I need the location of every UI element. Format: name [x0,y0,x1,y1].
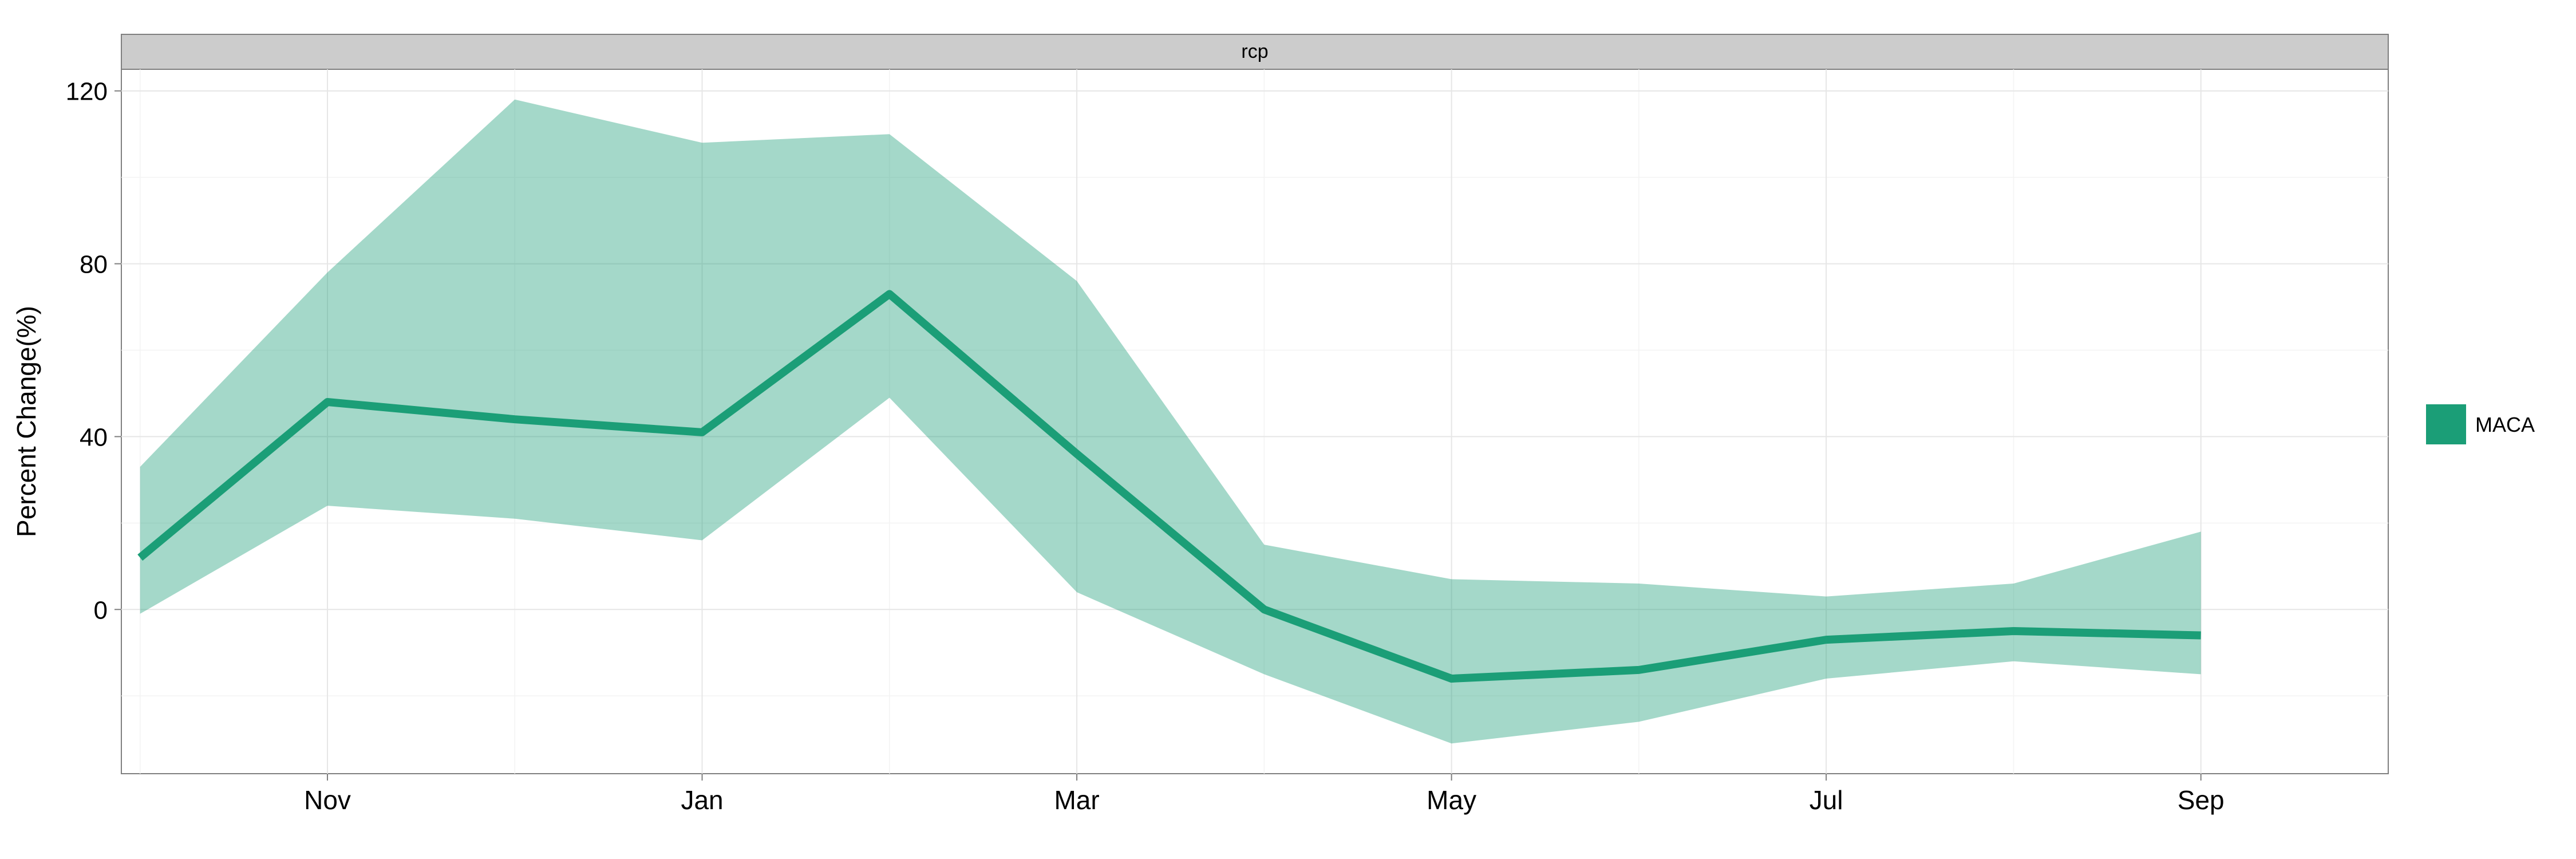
y-tick-label: 120 [66,78,108,106]
x-tick-label: Sep [2178,785,2225,815]
series-line-0 [137,290,2201,683]
x-tick-label: Mar [1054,785,1099,815]
y-tick-label: 0 [94,596,108,624]
x-axis: Nov Jan Mar May Jul Sep [304,774,2225,815]
y-axis-label: Percent Change(%) [11,306,41,537]
legend-swatch-0 [2426,404,2466,444]
x-tick-label: Jul [1809,785,1843,815]
x-tick-label: Nov [304,785,351,815]
legend-label-0: MACA [2475,413,2535,436]
grid-major [121,69,2388,774]
ribbons [140,99,2201,744]
x-tick-label: Jan [681,785,723,815]
series-ribbon-0 [140,99,2201,744]
y-axis: 0 40 80 120 [66,78,121,624]
legend: MACA [2426,404,2535,444]
grid-minor [121,69,2388,774]
facet-strip-background [121,34,2389,70]
series-lines [137,290,2201,683]
facet-strip: rcp [121,34,2389,70]
facet-strip-label: rcp [1241,41,1268,62]
x-tick-label: May [1427,785,1476,815]
y-tick-label: 80 [80,251,108,279]
y-tick-label: 40 [80,423,108,451]
